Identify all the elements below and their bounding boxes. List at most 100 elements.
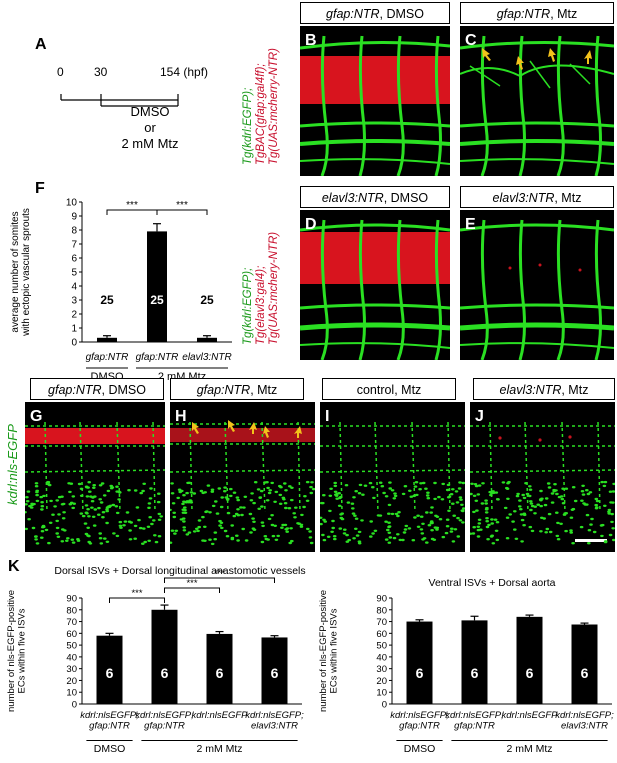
- micrograph-b: B: [300, 26, 450, 176]
- n-label: 6: [161, 665, 169, 681]
- y-tick-label: 1: [71, 324, 77, 335]
- bar: [197, 337, 217, 342]
- significance-label: ***: [176, 200, 188, 211]
- y-tick-label: 10: [66, 688, 77, 699]
- header-d: elavl3:NTR, DMSO: [300, 186, 450, 208]
- n-label: 6: [271, 665, 279, 681]
- y-tick-label: 50: [66, 641, 77, 652]
- category-label: elavl3:NTR: [561, 721, 608, 732]
- header-j: elavl3:NTR, Mtz: [473, 378, 615, 400]
- micrograph-c: C: [460, 26, 614, 176]
- panel-label-e: E: [465, 216, 476, 233]
- category-label: elavl3:NTR: [182, 352, 231, 363]
- bar: [151, 609, 178, 704]
- y-tick-label: 7: [71, 240, 77, 251]
- panel-label-h: H: [175, 408, 187, 425]
- transgene-label-mid: Tg(kdrl:EGFP); Tg(elavl3:gal4); Tg(UAS:m…: [242, 232, 281, 345]
- y-tick-label: 10: [66, 198, 78, 209]
- y-tick-label: 40: [66, 652, 77, 663]
- y-axis-label: average number of somiteswith ectopic va…: [10, 208, 32, 337]
- panel-label-i: I: [325, 408, 329, 425]
- micrograph-g: G: [25, 402, 165, 552]
- n-label: 25: [200, 293, 214, 307]
- significance-bracket: [164, 587, 220, 593]
- y-tick-label: 80: [66, 605, 77, 616]
- y-tick-label: 20: [376, 676, 387, 687]
- significance-label: ***: [186, 578, 197, 589]
- bar: [261, 637, 288, 704]
- y-tick-label: 4: [71, 282, 77, 293]
- chart-title: Ventral ISVs + Dorsal aorta: [429, 577, 556, 589]
- panel-label-d: D: [305, 216, 317, 233]
- y-tick-label: 60: [66, 629, 77, 640]
- n-label: 6: [471, 665, 479, 681]
- y-axis-label: number of nls-EGFP-positiveECs within fi…: [318, 590, 340, 712]
- micrograph-e: E: [460, 210, 614, 360]
- header-h: gfap:NTR, Mtz: [170, 378, 304, 400]
- panel-label-a: A: [35, 36, 47, 53]
- significance-label: ***: [214, 568, 225, 579]
- y-tick-label: 50: [376, 641, 387, 652]
- category-label: gfap:NTR: [454, 721, 495, 732]
- category-label: gfap:NTR: [89, 721, 130, 732]
- category-label: kdrl:nlsEGFP;: [390, 710, 449, 721]
- category-label: gfap:NTR: [86, 352, 129, 363]
- panel-label-f: F: [35, 180, 45, 197]
- reporter-label: kdrl:nls-EGFP: [5, 424, 20, 505]
- transgene-mid-line1: Tg(kdrl:EGFP);: [242, 267, 254, 345]
- y-tick-label: 70: [376, 617, 387, 628]
- n-label: 25: [150, 293, 164, 307]
- y-tick-label: 60: [376, 629, 387, 640]
- panel-label-j: J: [475, 408, 484, 425]
- y-tick-label: 90: [66, 594, 77, 605]
- y-tick-label: 70: [66, 617, 77, 628]
- significance-label: ***: [126, 200, 138, 211]
- significance-label: ***: [131, 588, 142, 599]
- n-label: 25: [100, 293, 114, 307]
- chart-title: Dorsal ISVs + Dorsal longitudinal anasto…: [54, 565, 305, 577]
- micrograph-d: D: [300, 210, 450, 360]
- y-tick-label: 9: [71, 212, 77, 223]
- panel-label-g: G: [30, 408, 42, 425]
- arrow-markers-h: [192, 420, 302, 438]
- group-label: DMSO: [404, 743, 436, 755]
- category-label: gfap:NTR: [399, 721, 440, 732]
- arrow-markers-c: [482, 48, 592, 70]
- y-tick-label: 40: [376, 652, 387, 663]
- group-label: DMSO: [94, 743, 126, 755]
- panel-label-k: K: [8, 558, 20, 575]
- y-tick-label: 20: [66, 676, 77, 687]
- bar: [147, 231, 167, 342]
- y-tick-label: 6: [71, 254, 77, 265]
- significance-bracket: [156, 209, 208, 215]
- micrograph-j: J: [470, 402, 615, 552]
- category-label: kdrl:nlsEGFP;: [555, 710, 614, 721]
- transgene-label-top: Tg(kdrl:EGFP); TgBAC(gfap:gal4ff); Tg(UA…: [242, 48, 281, 165]
- n-label: 6: [526, 665, 534, 681]
- header-g: gfap:NTR, DMSO: [30, 378, 164, 400]
- bar: [571, 624, 598, 704]
- y-tick-label: 0: [382, 700, 387, 711]
- category-label: kdrl:nlsEGFP;: [135, 710, 194, 721]
- transgene-mid-line2: Tg(elavl3:gal4);: [255, 265, 267, 345]
- transgene-top-line3: Tg(UAS:mcherry-NTR): [268, 48, 280, 165]
- header-b: gfap:NTR, DMSO: [300, 2, 450, 24]
- header-i: control, Mtz: [322, 378, 456, 400]
- timeline-start: 0: [57, 65, 64, 79]
- y-tick-label: 80: [376, 605, 387, 616]
- timeline-end: 154 (hpf): [160, 65, 209, 79]
- y-tick-label: 30: [376, 664, 387, 675]
- treatment-label-1: DMSO: [130, 104, 170, 119]
- y-tick-label: 5: [71, 268, 77, 279]
- y-tick-label: 90: [376, 594, 387, 605]
- category-label: kdrl:nlsEGFP;: [445, 710, 504, 721]
- group-label: 2 mM Mtz: [506, 743, 552, 755]
- bar: [461, 620, 488, 704]
- y-axis-label: number of nls-EGFP-positiveECs within fi…: [6, 590, 28, 712]
- significance-bracket: [164, 577, 275, 583]
- y-tick-label: 30: [66, 664, 77, 675]
- bar: [206, 633, 233, 704]
- n-label: 6: [581, 665, 589, 681]
- bar: [97, 337, 117, 342]
